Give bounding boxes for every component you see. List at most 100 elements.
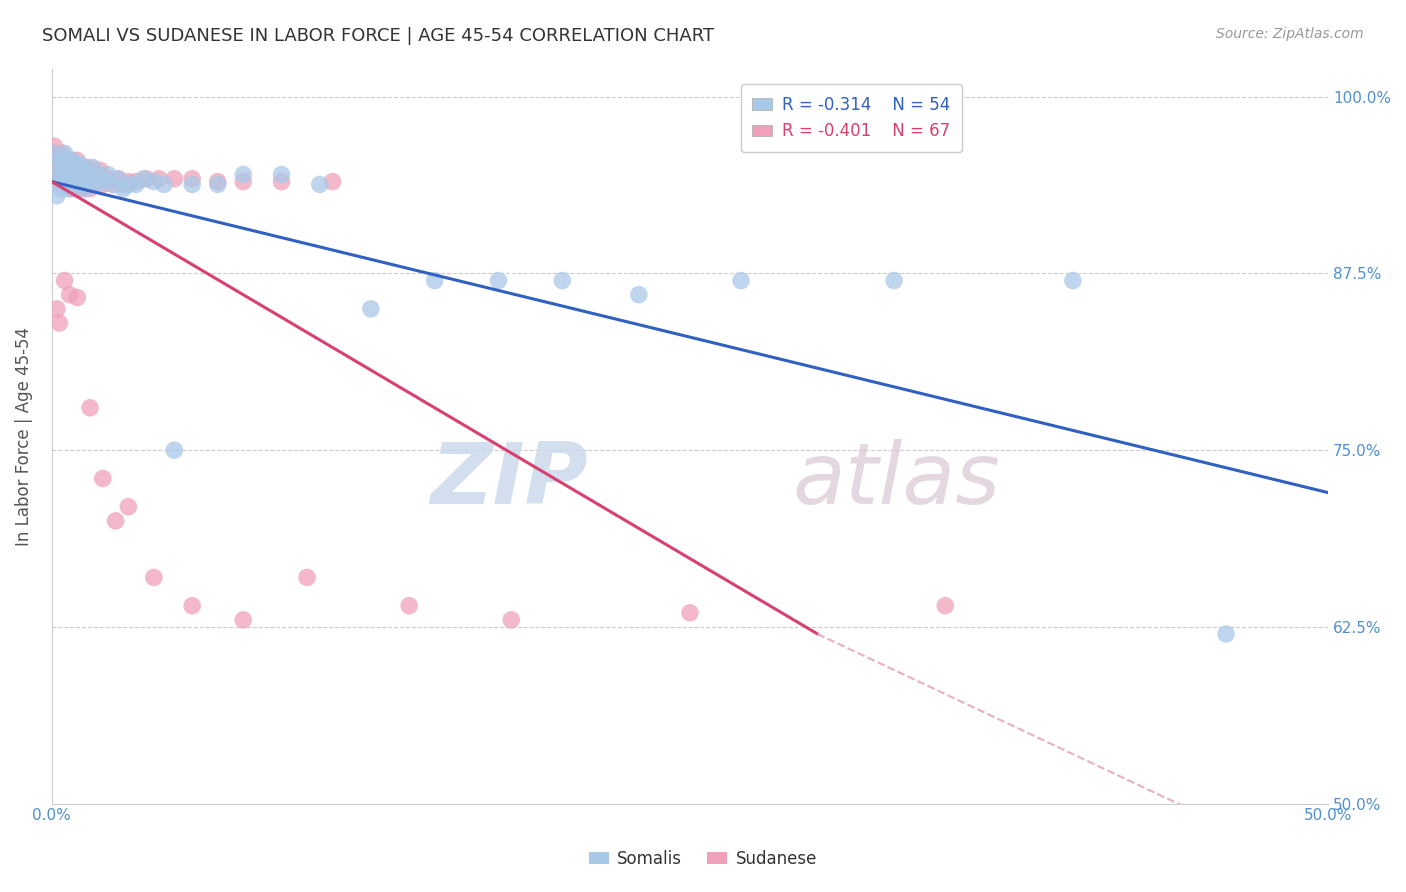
Point	[82, 163, 104, 178]
Point	[148, 171, 170, 186]
Point	[112, 178, 135, 192]
Point	[51, 161, 73, 175]
Point	[76, 161, 98, 175]
Point	[44, 161, 66, 175]
Point	[86, 175, 108, 189]
Point	[142, 570, 165, 584]
Point	[270, 168, 292, 182]
Point	[153, 178, 176, 192]
Point	[89, 163, 111, 178]
Point	[66, 291, 89, 305]
Point	[76, 168, 98, 182]
Point	[207, 178, 229, 192]
Point	[69, 182, 91, 196]
Point	[551, 274, 574, 288]
Point	[117, 178, 139, 192]
Point	[107, 171, 129, 186]
Point	[112, 182, 135, 196]
Point	[107, 171, 129, 186]
Point	[97, 171, 120, 186]
Point	[53, 171, 76, 186]
Legend: R = -0.314    N = 54, R = -0.401    N = 67: R = -0.314 N = 54, R = -0.401 N = 67	[741, 84, 963, 152]
Point	[53, 168, 76, 182]
Point	[79, 175, 101, 189]
Point	[132, 171, 155, 186]
Point	[91, 178, 114, 192]
Point	[181, 171, 204, 186]
Point	[66, 153, 89, 168]
Point	[69, 168, 91, 182]
Point	[163, 443, 186, 458]
Point	[135, 171, 157, 186]
Point	[44, 146, 66, 161]
Point	[501, 613, 523, 627]
Point	[104, 514, 127, 528]
Point	[232, 168, 254, 182]
Point	[56, 153, 79, 168]
Point	[86, 168, 108, 182]
Point	[63, 178, 86, 192]
Point	[101, 178, 124, 192]
Point	[53, 274, 76, 288]
Point	[56, 178, 79, 192]
Point	[51, 182, 73, 196]
Point	[142, 175, 165, 189]
Point	[51, 168, 73, 182]
Point	[72, 178, 94, 192]
Point	[91, 471, 114, 485]
Point	[48, 153, 70, 168]
Point	[232, 175, 254, 189]
Point	[53, 153, 76, 168]
Point	[60, 171, 83, 186]
Point	[82, 161, 104, 175]
Point	[117, 175, 139, 189]
Text: Source: ZipAtlas.com: Source: ZipAtlas.com	[1216, 27, 1364, 41]
Point	[51, 146, 73, 161]
Point	[360, 301, 382, 316]
Point	[59, 163, 82, 178]
Point	[679, 606, 702, 620]
Point	[308, 178, 330, 192]
Point	[59, 182, 82, 196]
Point	[59, 182, 82, 196]
Point	[72, 161, 94, 175]
Point	[63, 182, 86, 196]
Point	[44, 139, 66, 153]
Point	[488, 274, 510, 288]
Point	[1062, 274, 1084, 288]
Point	[627, 287, 650, 301]
Point	[181, 599, 204, 613]
Point	[72, 178, 94, 192]
Text: SOMALI VS SUDANESE IN LABOR FORCE | AGE 45-54 CORRELATION CHART: SOMALI VS SUDANESE IN LABOR FORCE | AGE …	[42, 27, 714, 45]
Point	[45, 146, 67, 161]
Point	[117, 500, 139, 514]
Point	[423, 274, 446, 288]
Point	[883, 274, 905, 288]
Point	[48, 175, 70, 189]
Point	[48, 316, 70, 330]
Point	[125, 178, 148, 192]
Point	[53, 146, 76, 161]
Point	[76, 178, 98, 192]
Point	[63, 163, 86, 178]
Point	[59, 161, 82, 175]
Point	[91, 175, 114, 189]
Text: atlas: atlas	[792, 439, 1000, 522]
Point	[60, 153, 83, 168]
Point	[66, 158, 89, 172]
Point	[60, 175, 83, 189]
Point	[66, 175, 89, 189]
Text: ZIP: ZIP	[430, 439, 588, 522]
Point	[84, 178, 107, 192]
Point	[59, 287, 82, 301]
Point	[295, 570, 318, 584]
Point	[63, 161, 86, 175]
Point	[232, 613, 254, 627]
Point	[934, 599, 956, 613]
Point	[60, 153, 83, 168]
Point	[69, 168, 91, 182]
Y-axis label: In Labor Force | Age 45-54: In Labor Force | Age 45-54	[15, 326, 32, 546]
Point	[84, 168, 107, 182]
Point	[398, 599, 420, 613]
Point	[56, 175, 79, 189]
